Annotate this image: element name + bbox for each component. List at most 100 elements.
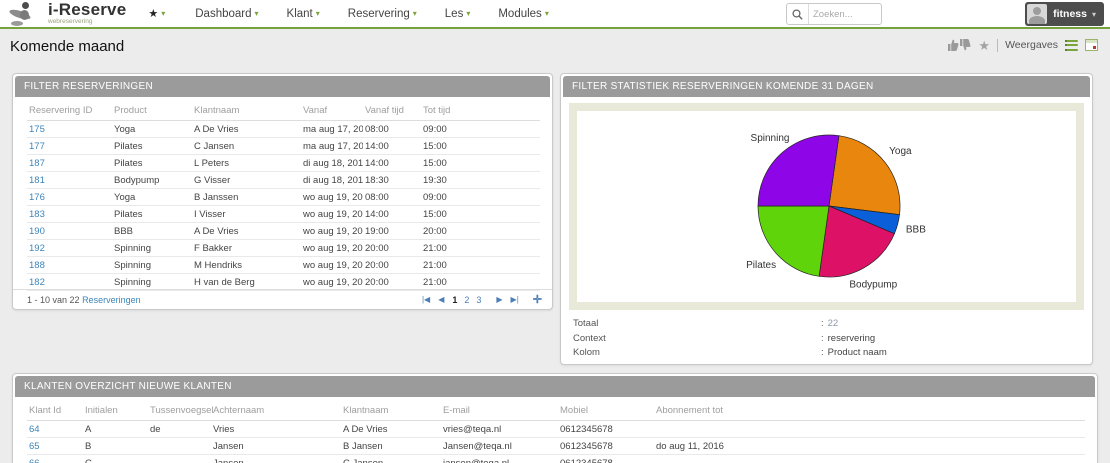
record-id-link[interactable]: 64	[29, 423, 40, 435]
pie-label-bodypump: Bodypump	[849, 279, 897, 290]
column-header[interactable]: Klant Id	[27, 399, 83, 421]
chevron-down-icon: ▾	[1091, 9, 1096, 19]
page-number[interactable]: 1	[452, 294, 458, 305]
prev-page-icon[interactable]: ◀	[438, 295, 445, 304]
table-cell: 08:00	[363, 120, 421, 138]
record-id-link[interactable]: 187	[29, 157, 45, 169]
customers-panel: KLANTEN OVERZICHT NIEUWE KLANTEN Klant I…	[12, 373, 1098, 463]
table-cell: 181	[27, 171, 112, 189]
stat-value: Product naam	[827, 347, 887, 358]
pie-label-yoga: Yoga	[889, 146, 912, 157]
pie-slice-bodypump[interactable]	[818, 205, 895, 278]
column-header[interactable]: Vanaf tijd	[363, 99, 421, 121]
table-cell: C	[83, 454, 148, 463]
brand-logo[interactable]: i-Reserve webreservering	[8, 1, 126, 26]
table-cell: 0612345678	[558, 454, 654, 463]
table-row: 66 C Jansen C Jansen jansen@teqa.nl 061234567…	[27, 454, 1085, 463]
record-id-link[interactable]: 183	[29, 208, 45, 220]
search-button[interactable]	[787, 4, 809, 24]
table-cell: 19:00	[363, 222, 421, 240]
panel-title: KLANTEN OVERZICHT NIEUWE KLANTEN	[15, 376, 1095, 397]
table-cell: do aug 11, 2016	[654, 437, 1085, 455]
table-cell: 15:00	[421, 205, 540, 223]
first-page-icon[interactable]: |◀	[421, 295, 431, 304]
table-cell: 0612345678	[558, 437, 654, 455]
next-page-icon[interactable]: ▶	[496, 295, 503, 304]
table-cell: M Hendriks	[192, 256, 301, 274]
star-icon[interactable]: ★	[978, 37, 991, 53]
column-header[interactable]: Achternaam	[211, 399, 341, 421]
page-number[interactable]: 2	[464, 294, 470, 305]
views-label: Weergaves	[1005, 39, 1058, 51]
table-cell: wo aug 19, 2015	[301, 239, 363, 257]
last-page-icon[interactable]: ▶|	[510, 295, 519, 304]
pie-slice-yoga[interactable]	[828, 135, 901, 216]
column-header[interactable]: Vanaf	[301, 99, 363, 121]
table-cell: de	[148, 420, 211, 438]
stat-row-totaal: Totaal : 22	[573, 317, 1092, 332]
search-input[interactable]	[809, 8, 879, 20]
reservations-link[interactable]: Reserveringen	[82, 294, 141, 305]
user-menu-button[interactable]: fitness ▾	[1025, 2, 1104, 26]
table-cell: 20:00	[421, 222, 540, 240]
star-icon: ★	[148, 8, 159, 20]
calendar-view-icon[interactable]	[1085, 39, 1098, 51]
favorites-menu[interactable]: ★ ▾	[148, 7, 165, 20]
chevron-down-icon: ▾	[161, 9, 166, 18]
column-header[interactable]: Reservering ID	[27, 99, 112, 121]
menu-item-les[interactable]: Les ▾	[444, 7, 471, 20]
menu-item-modules[interactable]: Modules ▾	[498, 7, 549, 20]
column-header[interactable]: Tussenvoegsel	[148, 399, 214, 421]
record-id-link[interactable]: 66	[29, 457, 40, 463]
column-header[interactable]: Abonnement tot	[654, 399, 1085, 421]
table-row: 187 Pilates L Peters di aug 18, 2015 14:00 15…	[27, 154, 540, 172]
list-view-icon[interactable]	[1065, 39, 1078, 51]
column-header[interactable]: Klantnaam	[192, 99, 301, 121]
table-cell: 15:00	[421, 137, 540, 155]
table-cell: Yoga	[112, 120, 192, 138]
table-cell: wo aug 19, 2015	[301, 273, 363, 291]
record-id-link[interactable]: 65	[29, 440, 40, 452]
record-id-link[interactable]: 177	[29, 140, 45, 152]
record-id-link[interactable]: 175	[29, 123, 45, 135]
title-actions: ★ Weergaves	[947, 38, 1098, 52]
pie-slice-spinning[interactable]	[757, 134, 840, 207]
column-header[interactable]: Initialen	[83, 399, 148, 421]
pie-slice-pilates[interactable]	[757, 205, 830, 277]
record-id-link[interactable]: 176	[29, 191, 45, 203]
record-id-link[interactable]: 190	[29, 225, 45, 237]
panel-title: FILTER RESERVERINGEN	[15, 76, 550, 97]
page-number[interactable]: 3	[476, 294, 482, 305]
expand-icon[interactable]: ✛	[532, 294, 542, 306]
table-cell: ma aug 17, 2015	[301, 120, 363, 138]
table-cell	[148, 454, 211, 463]
column-header[interactable]: Product	[112, 99, 192, 121]
user-name: fitness	[1053, 8, 1087, 20]
table-cell: B Janssen	[192, 188, 301, 206]
record-id-link[interactable]: 181	[29, 174, 45, 186]
stat-row-context: Context : reservering	[573, 332, 1092, 347]
reservations-panel: FILTER RESERVERINGEN Reservering ID Produ…	[12, 73, 553, 310]
menu-item-reservering[interactable]: Reservering ▾	[347, 7, 417, 20]
column-header[interactable]: Tot tijd	[421, 99, 540, 121]
menu-item-dashboard[interactable]: Dashboard ▾	[195, 7, 259, 20]
column-header[interactable]: Mobiel	[558, 399, 654, 421]
column-header[interactable]: Klantnaam	[341, 399, 441, 421]
menu-item-klant[interactable]: Klant ▾	[286, 7, 320, 20]
column-header[interactable]: E-mail	[441, 399, 558, 421]
page-title: Komende maand	[10, 37, 125, 55]
table-cell: Pilates	[112, 205, 192, 223]
table-cell: 188	[27, 256, 112, 274]
record-id-link[interactable]: 182	[29, 276, 45, 288]
brand-name: i-Reserve	[48, 0, 127, 20]
record-id-link[interactable]: 188	[29, 259, 45, 271]
table-cell: Vries	[211, 420, 341, 438]
thumbs-up-down-icon[interactable]	[947, 38, 971, 52]
record-id-link[interactable]: 192	[29, 242, 45, 254]
table-cell: C Jansen	[192, 137, 301, 155]
table-cell: C Jansen	[341, 454, 441, 463]
